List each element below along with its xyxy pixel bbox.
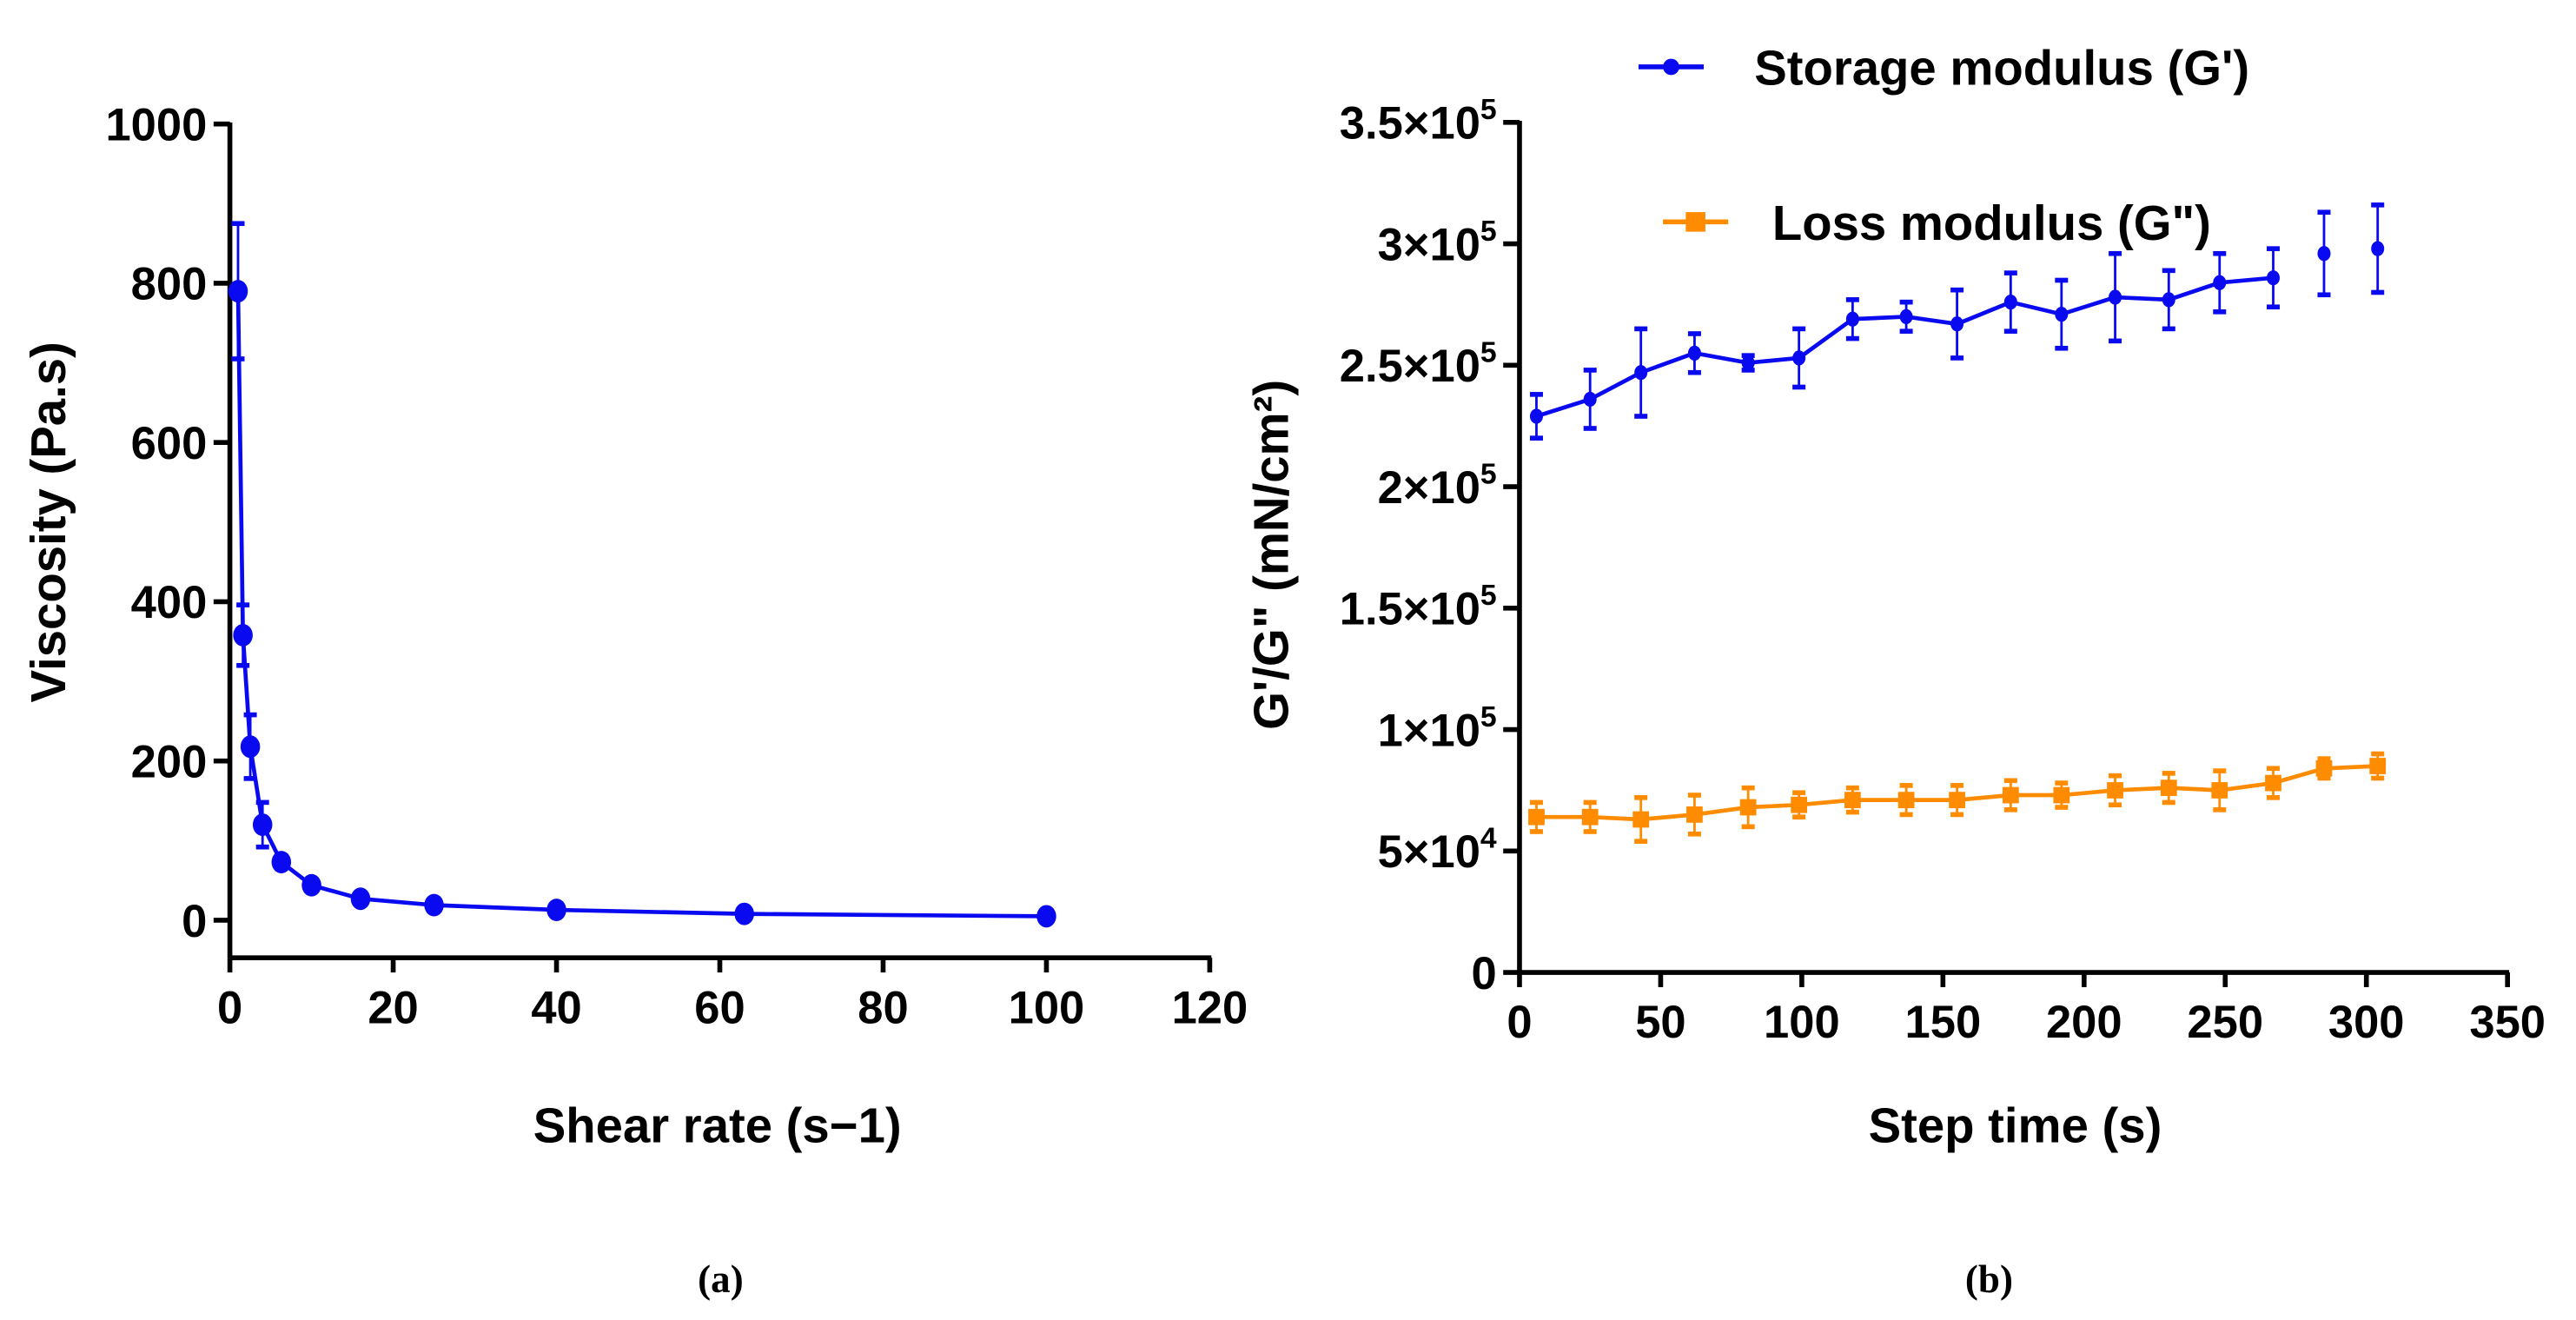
data-point [1687, 345, 1701, 361]
x-tick-label: 100 [1009, 982, 1085, 1033]
y-tick-label: 0 [1471, 948, 1496, 999]
data-point [1686, 806, 1703, 823]
data-point [1897, 792, 1915, 809]
x-tick-label: 250 [2187, 997, 2263, 1048]
x-tick-label: 100 [1764, 997, 1840, 1048]
data-point [2211, 782, 2228, 799]
data-point [2265, 774, 2281, 792]
data-point [228, 280, 248, 303]
data-point [1634, 365, 1648, 381]
y-tick-label: 600 [131, 418, 208, 469]
data-point [252, 813, 273, 836]
x-tick-label: 200 [2046, 997, 2122, 1048]
data-point [1529, 408, 1543, 424]
data-point [1950, 316, 1964, 332]
data-point [2266, 270, 2281, 286]
y-tick-label: 1×105 [1378, 700, 1497, 757]
legend-loss-marker [1685, 212, 1705, 232]
legend-storage-marker [1663, 58, 1679, 76]
data-point [350, 887, 371, 911]
data-point [2213, 275, 2227, 290]
y-tick-label: 5×104 [1378, 822, 1497, 879]
y-tick-label: 3.5×105 [1340, 93, 1497, 149]
y-tick-label: 400 [131, 577, 208, 628]
data-point [1036, 905, 1056, 928]
data-point [734, 902, 754, 925]
data-point [1845, 311, 1859, 327]
data-point [2003, 295, 2017, 310]
x-tick-label: 350 [2469, 997, 2546, 1048]
xlabel-b: Step time (s) [1869, 1098, 2162, 1152]
caption-b: (b) [1965, 1257, 2013, 1301]
data-point [301, 873, 321, 897]
legend-loss-label: Loss modulus (G") [1772, 196, 2211, 250]
legend-storage-label: Storage modulus (G') [1754, 41, 2249, 96]
data-point [2055, 306, 2069, 322]
x-tick-label: 300 [2328, 997, 2405, 1048]
y-tick-label: 1000 [105, 99, 207, 150]
data-point [233, 623, 253, 647]
y-tick-label: 2.5×105 [1340, 336, 1497, 393]
data-point [2315, 759, 2333, 777]
data-point [2162, 292, 2175, 308]
caption-a: (a) [698, 1257, 744, 1301]
panel-b: 0 50 100 150 200 250 300 350 0 5×104 1×105 1.5×105 2… [1340, 93, 2546, 1048]
x-tick-label: 50 [1635, 997, 1685, 1048]
x-tick-label: 0 [217, 982, 242, 1033]
series-line [235, 291, 1047, 919]
x-tick-label: 60 [694, 982, 745, 1033]
data-point [1899, 308, 1913, 325]
data-point [546, 899, 566, 922]
xlabel-a: Shear rate (s−1) [533, 1098, 902, 1152]
data-point [1741, 355, 1755, 371]
data-point [1949, 792, 1965, 809]
y-tick-label: 200 [131, 736, 208, 787]
x-tick-label: 150 [1905, 997, 1982, 1048]
data-point [2002, 786, 2019, 804]
data-point [2109, 289, 2122, 305]
ylabel-a: Viscosity (Pa.s) [21, 342, 76, 702]
data-point [1583, 391, 1597, 408]
data-point [2317, 246, 2331, 262]
ylabel-b: G'/G" (mN/cm²) [1244, 380, 1299, 730]
x-tick-label: 40 [531, 982, 581, 1033]
data-point [1528, 808, 1545, 826]
y-tick-label: 800 [131, 259, 208, 310]
x-tick-label: 0 [1507, 997, 1532, 1048]
data-point [1632, 811, 1650, 828]
x-tick-label: 80 [858, 982, 908, 1033]
data-point [2053, 786, 2070, 804]
legend: Storage modulus (G') Loss modulus (G") [1638, 41, 2249, 250]
x-tick-label: 20 [368, 982, 418, 1033]
data-point [1739, 799, 1757, 816]
y-tick-label: 2×105 [1378, 457, 1497, 514]
data-point [2107, 782, 2123, 799]
panel-a: 0 20 40 60 80 100 120 0 200 400 600 800 1000 [105, 99, 1248, 1033]
y-tick-label: 0 [182, 896, 207, 947]
data-point [1791, 796, 1808, 813]
data-point [1792, 350, 1806, 366]
data-point [424, 893, 444, 917]
data-point [271, 851, 292, 874]
y-tick-label: 1.5×105 [1340, 579, 1497, 635]
data-point [1844, 792, 1861, 809]
data-point [240, 735, 261, 759]
data-point [1581, 808, 1599, 826]
data-point [2371, 241, 2385, 256]
data-point [2160, 779, 2177, 797]
data-point [2369, 758, 2387, 774]
y-tick-label: 3×105 [1378, 215, 1497, 271]
x-tick-label: 120 [1172, 982, 1248, 1033]
